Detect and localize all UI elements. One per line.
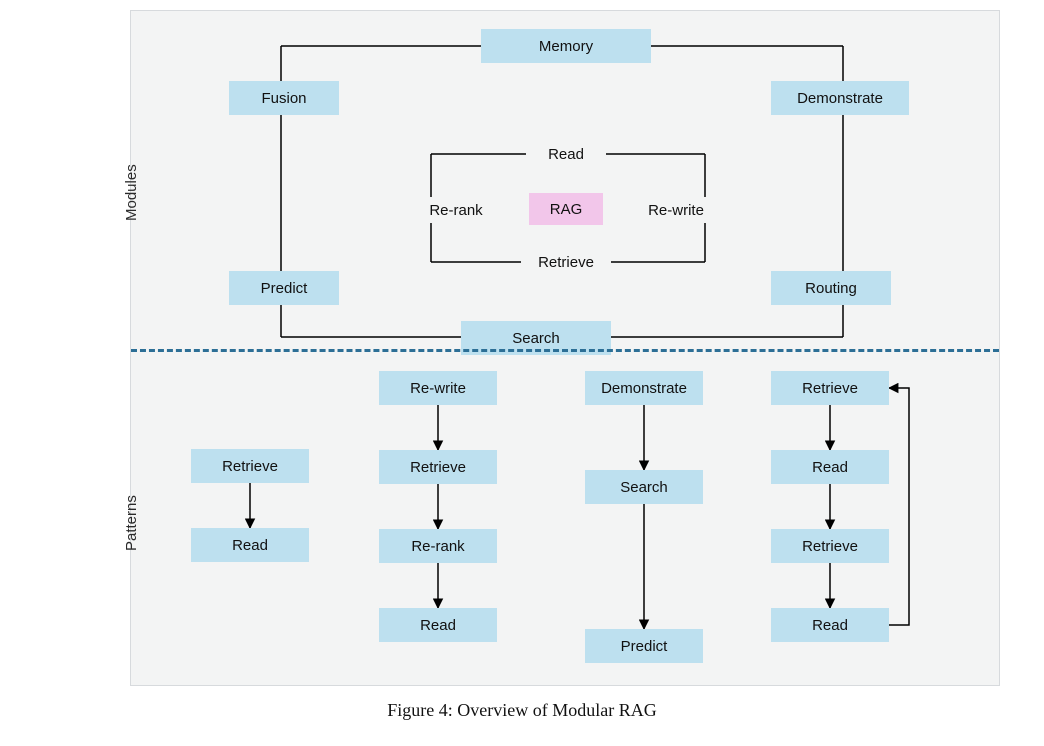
pattern-3-retrieve: Retrieve: [771, 371, 889, 405]
modules-panel: MemoryFusionDemonstratePredictRoutingSea…: [131, 11, 999, 349]
pattern-0-read: Read: [191, 528, 309, 562]
pattern-3-read: Read: [771, 450, 889, 484]
pattern-3-retrieve: Retrieve: [771, 529, 889, 563]
patterns-panel: Retrieve Read Re-write Retrieve Re-rank Read D…: [131, 349, 999, 687]
pattern-1-read: Read: [379, 608, 497, 642]
module-memory: Memory: [481, 29, 651, 63]
figure-wrap: Modules Patterns MemoryFusionDemonstrate…: [0, 0, 1044, 721]
module-read: Read: [526, 141, 606, 167]
figure-caption: Figure 4: Overview of Modular RAG: [0, 700, 1044, 721]
pattern-2-demonstrate: Demonstrate: [585, 371, 703, 405]
module-retrieve: Retrieve: [521, 249, 611, 275]
diagram-panels: Modules Patterns MemoryFusionDemonstrate…: [130, 10, 1000, 686]
pattern-0-retrieve: Retrieve: [191, 449, 309, 483]
pattern-1-retrieve: Retrieve: [379, 450, 497, 484]
module-fusion: Fusion: [229, 81, 339, 115]
module-rewrite: Re-write: [631, 197, 721, 223]
module-routing: Routing: [771, 271, 891, 305]
pattern-3-read: Read: [771, 608, 889, 642]
module-rerank: Re-rank: [411, 197, 501, 223]
pattern-1-rerank: Re-rank: [379, 529, 497, 563]
module-predict: Predict: [229, 271, 339, 305]
pattern-2-search: Search: [585, 470, 703, 504]
pattern-2-predict: Predict: [585, 629, 703, 663]
module-demonstrate: Demonstrate: [771, 81, 909, 115]
module-rag: RAG: [529, 193, 603, 225]
pattern-1-rewrite: Re-write: [379, 371, 497, 405]
